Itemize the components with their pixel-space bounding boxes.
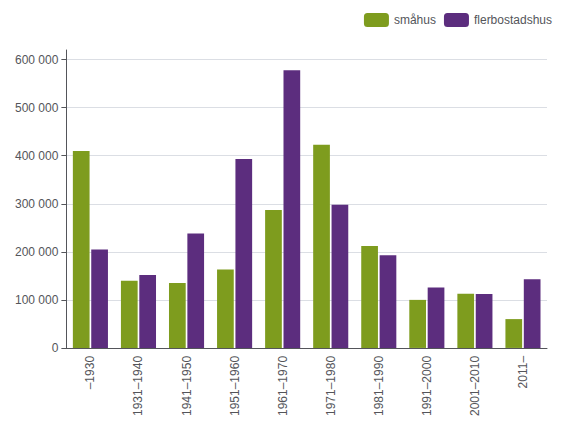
svg-text:1971–1980: 1971–1980	[324, 356, 338, 416]
svg-text:0: 0	[52, 341, 59, 355]
svg-text:2011–: 2011–	[516, 356, 530, 389]
svg-text:200 000: 200 000	[15, 245, 59, 259]
svg-text:1931–1940: 1931–1940	[131, 356, 145, 416]
svg-text:1951–1960: 1951–1960	[228, 356, 242, 416]
svg-text:–1930: –1930	[83, 356, 97, 390]
svg-text:500 000: 500 000	[15, 101, 59, 115]
svg-text:100 000: 100 000	[15, 293, 59, 307]
svg-text:flerbostadshus: flerbostadshus	[474, 13, 552, 27]
svg-text:600 000: 600 000	[15, 53, 59, 67]
svg-text:400 000: 400 000	[15, 149, 59, 163]
svg-text:1991–2000: 1991–2000	[420, 356, 434, 416]
svg-text:småhus: småhus	[394, 13, 436, 27]
svg-text:300 000: 300 000	[15, 197, 59, 211]
svg-text:1981–1990: 1981–1990	[372, 356, 386, 416]
svg-text:2001–2010: 2001–2010	[468, 356, 482, 416]
svg-text:1941–1950: 1941–1950	[180, 356, 194, 416]
svg-text:1961–1970: 1961–1970	[276, 356, 290, 416]
